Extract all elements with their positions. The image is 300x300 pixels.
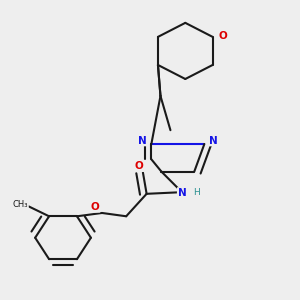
Text: N: N bbox=[138, 136, 146, 146]
Text: H: H bbox=[193, 188, 200, 197]
Text: N: N bbox=[178, 188, 186, 198]
Text: N: N bbox=[209, 136, 218, 146]
Text: O: O bbox=[135, 161, 144, 171]
Text: O: O bbox=[219, 31, 227, 40]
Text: CH₃: CH₃ bbox=[13, 200, 28, 209]
Text: O: O bbox=[91, 202, 100, 212]
